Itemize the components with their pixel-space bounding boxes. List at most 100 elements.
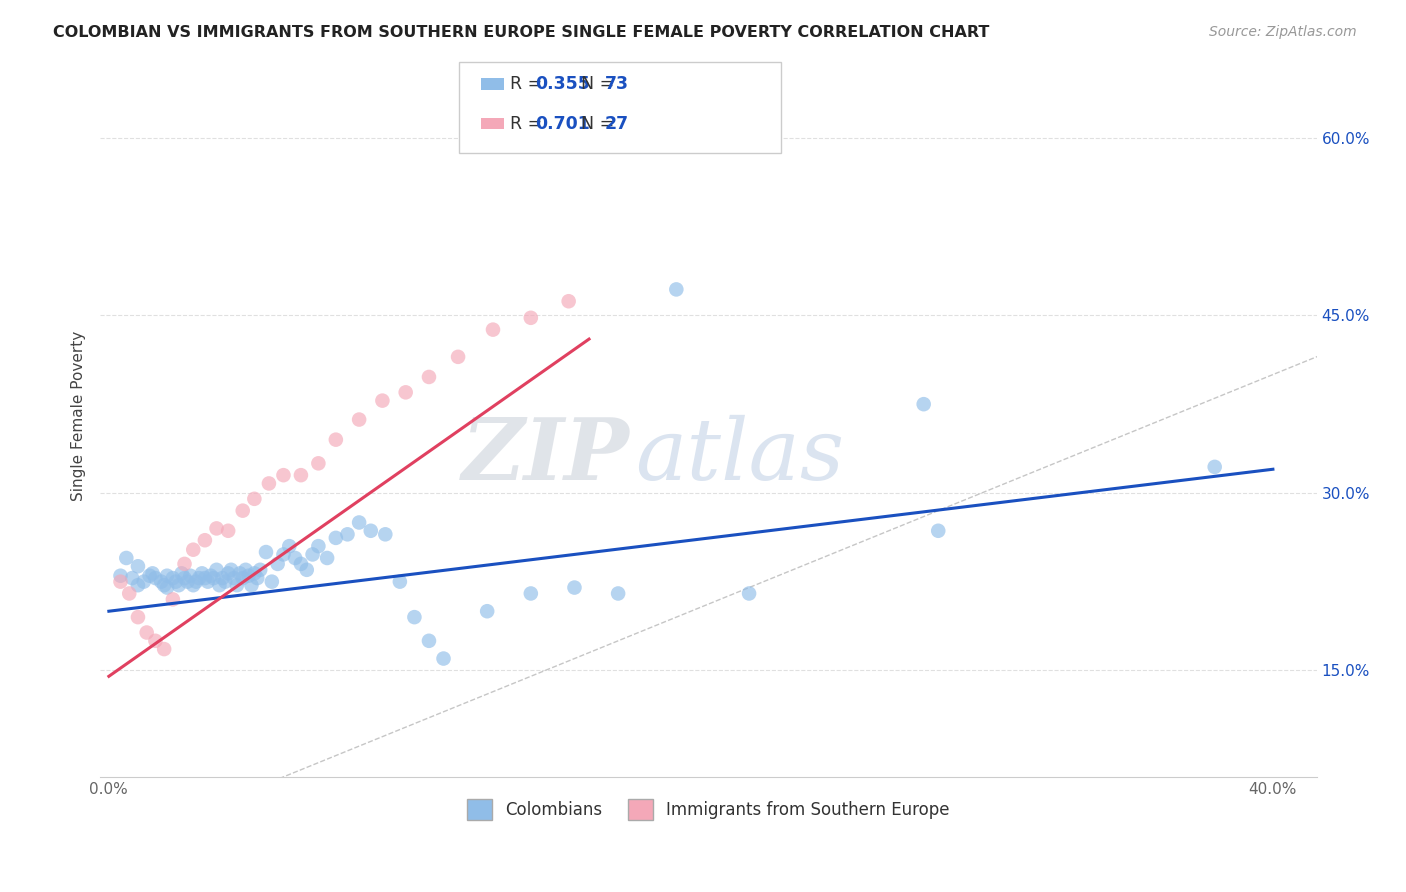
Point <box>197 574 219 589</box>
Point <box>205 521 228 535</box>
Point <box>257 476 280 491</box>
Point <box>222 571 245 585</box>
Point <box>145 571 167 585</box>
Point <box>557 294 579 309</box>
Point <box>290 468 312 483</box>
Point <box>110 574 132 589</box>
Point <box>295 563 318 577</box>
Point <box>181 578 204 592</box>
Point <box>127 559 149 574</box>
Point <box>211 571 233 585</box>
Point <box>447 350 470 364</box>
Point <box>243 566 266 581</box>
Point <box>179 568 201 582</box>
Point <box>482 323 505 337</box>
Point <box>121 571 143 585</box>
Point <box>336 527 359 541</box>
Point <box>301 548 323 562</box>
Point <box>347 516 370 530</box>
Point <box>188 571 211 585</box>
Point <box>194 533 217 548</box>
Text: 0.701: 0.701 <box>536 115 591 133</box>
Point <box>238 568 260 582</box>
Text: 27: 27 <box>605 115 628 133</box>
Point <box>260 574 283 589</box>
Point <box>208 578 231 592</box>
Point <box>254 545 277 559</box>
Point <box>564 581 586 595</box>
Point <box>273 548 295 562</box>
Bar <box>481 78 503 90</box>
Point <box>135 625 157 640</box>
Point <box>240 578 263 592</box>
Point <box>273 468 295 483</box>
Point <box>927 524 949 538</box>
Point <box>229 566 252 581</box>
Point <box>217 566 239 581</box>
Point <box>418 370 440 384</box>
Point <box>912 397 935 411</box>
Point <box>418 633 440 648</box>
Point <box>115 551 138 566</box>
Legend: Colombians, Immigrants from Southern Europe: Colombians, Immigrants from Southern Eur… <box>461 793 956 826</box>
Text: N =: N = <box>581 115 620 133</box>
Text: Source: ZipAtlas.com: Source: ZipAtlas.com <box>1209 25 1357 39</box>
Point <box>153 642 176 657</box>
Point <box>520 310 543 325</box>
Text: 73: 73 <box>605 75 628 93</box>
Y-axis label: Single Female Poverty: Single Female Poverty <box>72 331 86 501</box>
Point <box>127 578 149 592</box>
Point <box>191 566 214 581</box>
Point <box>347 412 370 426</box>
Point <box>150 574 173 589</box>
Point <box>607 586 630 600</box>
Point <box>307 539 329 553</box>
Point <box>243 491 266 506</box>
Point <box>165 574 187 589</box>
Point <box>1204 459 1226 474</box>
Point <box>266 557 288 571</box>
Point <box>360 524 382 538</box>
Point <box>167 578 190 592</box>
Text: R =: R = <box>510 75 548 93</box>
Point <box>217 524 239 538</box>
Point <box>173 571 195 585</box>
Point <box>176 574 198 589</box>
Text: R =: R = <box>510 115 548 133</box>
Point <box>118 586 141 600</box>
Point <box>738 586 761 600</box>
Point <box>156 581 179 595</box>
Point <box>325 433 347 447</box>
Point <box>520 586 543 600</box>
Point <box>162 571 184 585</box>
Point <box>235 563 257 577</box>
Point <box>665 282 688 296</box>
Point <box>200 568 222 582</box>
Point <box>156 568 179 582</box>
Text: COLOMBIAN VS IMMIGRANTS FROM SOUTHERN EUROPE SINGLE FEMALE POVERTY CORRELATION C: COLOMBIAN VS IMMIGRANTS FROM SOUTHERN EU… <box>53 25 990 40</box>
Point <box>181 542 204 557</box>
Point <box>173 557 195 571</box>
Point <box>290 557 312 571</box>
Point <box>145 633 167 648</box>
Point <box>278 539 301 553</box>
Point <box>153 578 176 592</box>
Point <box>202 571 225 585</box>
Text: N =: N = <box>581 75 620 93</box>
Point <box>374 527 396 541</box>
Bar <box>481 118 503 129</box>
Point <box>284 551 307 566</box>
Point <box>225 578 247 592</box>
Text: atlas: atlas <box>636 415 845 497</box>
Point <box>110 568 132 582</box>
Text: ZIP: ZIP <box>461 414 630 498</box>
Point <box>186 574 208 589</box>
Point <box>325 531 347 545</box>
Point <box>162 592 184 607</box>
Point <box>205 563 228 577</box>
Point <box>141 566 163 581</box>
Text: 0.355: 0.355 <box>536 75 591 93</box>
Point <box>316 551 339 566</box>
Point <box>170 566 193 581</box>
Point <box>249 563 271 577</box>
